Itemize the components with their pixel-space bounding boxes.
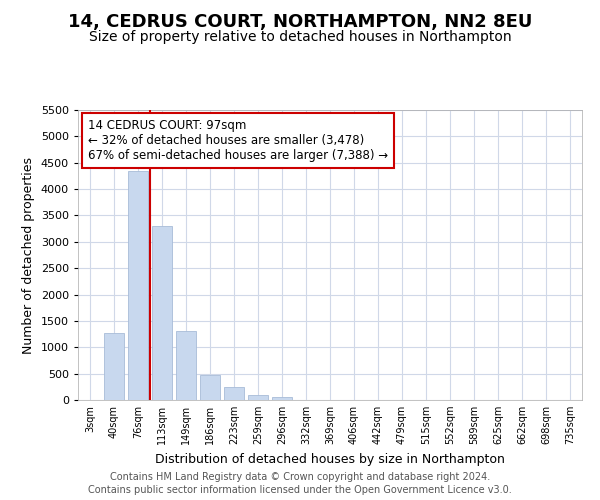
Text: Contains HM Land Registry data © Crown copyright and database right 2024.: Contains HM Land Registry data © Crown c…	[110, 472, 490, 482]
Bar	[272, 396, 292, 400]
Bar	[104, 333, 124, 400]
Bar	[128, 170, 148, 400]
Bar	[248, 394, 268, 400]
Text: Size of property relative to detached houses in Northampton: Size of property relative to detached ho…	[89, 30, 511, 44]
Text: 14 CEDRUS COURT: 97sqm
← 32% of detached houses are smaller (3,478)
67% of semi-: 14 CEDRUS COURT: 97sqm ← 32% of detached…	[88, 118, 388, 162]
Bar	[224, 387, 244, 400]
Bar	[152, 226, 172, 400]
Bar	[176, 332, 196, 400]
Text: Contains public sector information licensed under the Open Government Licence v3: Contains public sector information licen…	[88, 485, 512, 495]
X-axis label: Distribution of detached houses by size in Northampton: Distribution of detached houses by size …	[155, 452, 505, 466]
Bar	[200, 374, 220, 400]
Y-axis label: Number of detached properties: Number of detached properties	[22, 156, 35, 354]
Text: 14, CEDRUS COURT, NORTHAMPTON, NN2 8EU: 14, CEDRUS COURT, NORTHAMPTON, NN2 8EU	[68, 12, 532, 30]
